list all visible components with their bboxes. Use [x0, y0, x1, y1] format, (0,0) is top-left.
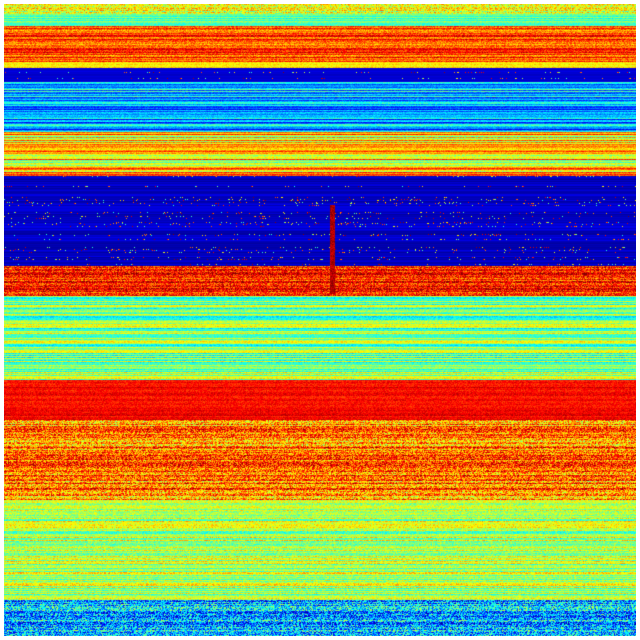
heatmap-image — [4, 4, 636, 636]
heatmap-canvas — [4, 4, 636, 636]
